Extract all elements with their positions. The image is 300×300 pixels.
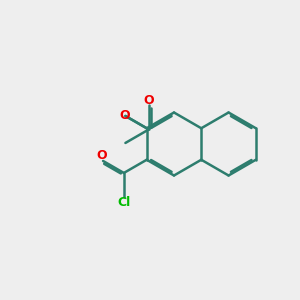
Text: O: O [119,109,130,122]
Text: O: O [96,149,106,162]
Text: O: O [143,94,154,106]
Text: Cl: Cl [117,196,130,209]
